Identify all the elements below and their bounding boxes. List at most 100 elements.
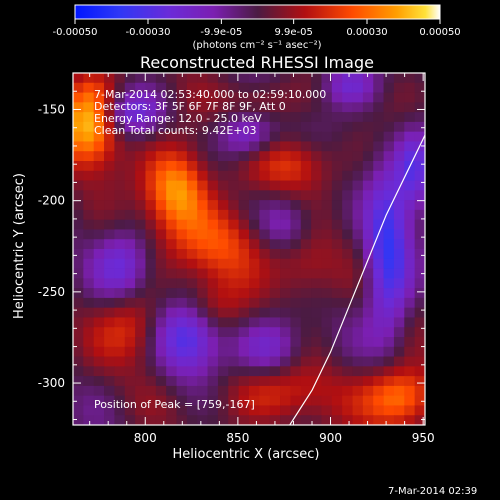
- heatmap-cell: [311, 385, 322, 397]
- heatmap-cell: [414, 307, 425, 318]
- heatmap-cell: [269, 141, 281, 152]
- heatmap-cell: [249, 102, 260, 113]
- heatmap-cell: [124, 229, 136, 240]
- heatmap-cell: [414, 73, 425, 84]
- heatmap-cell: [331, 327, 343, 338]
- heatmap-cell: [197, 376, 208, 387]
- heatmap-cell: [155, 258, 167, 269]
- heatmap-cell: [373, 366, 384, 377]
- heatmap-cell: [404, 180, 415, 191]
- heatmap-cell: [290, 317, 302, 328]
- heatmap-cell: [197, 395, 208, 406]
- heatmap-cell: [207, 170, 219, 181]
- heatmap-cell: [114, 131, 126, 142]
- heatmap-cell: [269, 288, 281, 299]
- heatmap-cell: [197, 415, 208, 425]
- colorbar-tick-label: 0.00050: [419, 27, 460, 38]
- heatmap-cell: [197, 249, 208, 260]
- heatmap-cell: [259, 190, 271, 201]
- heatmap-cell: [176, 258, 188, 269]
- heatmap-cell: [249, 92, 260, 103]
- info-annotation: Clean Total counts: 9.42E+03: [94, 124, 257, 137]
- heatmap-cell: [259, 415, 271, 425]
- heatmap-cell: [342, 239, 353, 250]
- heatmap-cell: [342, 209, 353, 221]
- heatmap-cell: [238, 92, 250, 103]
- heatmap-cell: [207, 278, 219, 289]
- heatmap-cell: [228, 385, 239, 397]
- heatmap-cell: [269, 415, 281, 425]
- heatmap-cell: [352, 92, 364, 103]
- heatmap-cell: [176, 317, 188, 328]
- heatmap-cell: [259, 121, 271, 133]
- heatmap-cell: [238, 366, 250, 377]
- heatmap-cell: [145, 278, 157, 289]
- heatmap-cell: [373, 405, 384, 416]
- heatmap-cell: [83, 249, 95, 260]
- heatmap-cell: [124, 209, 136, 221]
- heatmap-cell: [362, 307, 374, 318]
- heatmap-cell: [176, 73, 188, 84]
- heatmap-cell: [269, 200, 281, 211]
- heatmap-cell: [404, 307, 415, 318]
- heatmap-cell: [259, 141, 271, 152]
- heatmap-cell: [352, 395, 364, 406]
- heatmap-cell: [321, 249, 333, 260]
- heatmap-cell: [414, 405, 425, 416]
- heatmap-cell: [73, 307, 84, 318]
- heatmap-cell: [373, 385, 384, 397]
- heatmap-cell: [145, 219, 157, 230]
- heatmap-cell: [207, 405, 219, 416]
- heatmap-cell: [249, 141, 260, 152]
- heatmap-cell: [207, 327, 219, 338]
- heatmap-cell: [104, 278, 115, 289]
- chart-title: Reconstructed RHESSI Image: [140, 53, 374, 72]
- heatmap-cell: [135, 337, 146, 348]
- heatmap-cell: [228, 249, 239, 260]
- heatmap-cell: [331, 219, 343, 230]
- heatmap-cell: [373, 170, 384, 181]
- heatmap-cell: [414, 249, 425, 260]
- heatmap-cell: [207, 249, 219, 260]
- heatmap-cell: [166, 82, 177, 93]
- heatmap-cell: [217, 415, 229, 425]
- heatmap-cell: [114, 366, 126, 377]
- heatmap-cell: [114, 346, 126, 357]
- heatmap-cell: [321, 190, 333, 201]
- heatmap-cell: [186, 229, 198, 240]
- heatmap-cell: [352, 297, 364, 309]
- heatmap-cell: [249, 376, 260, 387]
- heatmap-cell: [249, 415, 260, 425]
- heatmap-cell: [352, 337, 364, 348]
- heatmap-cell: [342, 151, 353, 162]
- heatmap-cell: [300, 337, 312, 348]
- heatmap-cell: [269, 268, 281, 279]
- heatmap-cell: [93, 190, 105, 201]
- heatmap-cell: [83, 102, 95, 113]
- heatmap-cell: [383, 151, 395, 162]
- heatmap-cell: [321, 356, 333, 367]
- heatmap-cell: [290, 395, 302, 406]
- heatmap-cell: [228, 395, 239, 406]
- heatmap-cell: [217, 297, 229, 309]
- heatmap-cell: [145, 405, 157, 416]
- heatmap-cell: [383, 121, 395, 133]
- heatmap-cell: [383, 395, 395, 406]
- heatmap-cell: [135, 82, 146, 93]
- heatmap-cell: [124, 112, 136, 123]
- heatmap-cell: [135, 73, 146, 84]
- heatmap-cell: [269, 82, 281, 93]
- heatmap-cell: [300, 112, 312, 123]
- heatmap-cell: [321, 376, 333, 387]
- heatmap-cell: [269, 180, 281, 191]
- heatmap-cell: [135, 161, 146, 172]
- heatmap-cell: [104, 356, 115, 367]
- heatmap-cell: [166, 258, 177, 269]
- heatmap-cell: [290, 112, 302, 123]
- heatmap-cell: [342, 346, 353, 357]
- heatmap-cell: [383, 366, 395, 377]
- heatmap-cell: [155, 200, 167, 211]
- heatmap-cell: [249, 249, 260, 260]
- heatmap-cell: [373, 346, 384, 357]
- heatmap-cell: [300, 258, 312, 269]
